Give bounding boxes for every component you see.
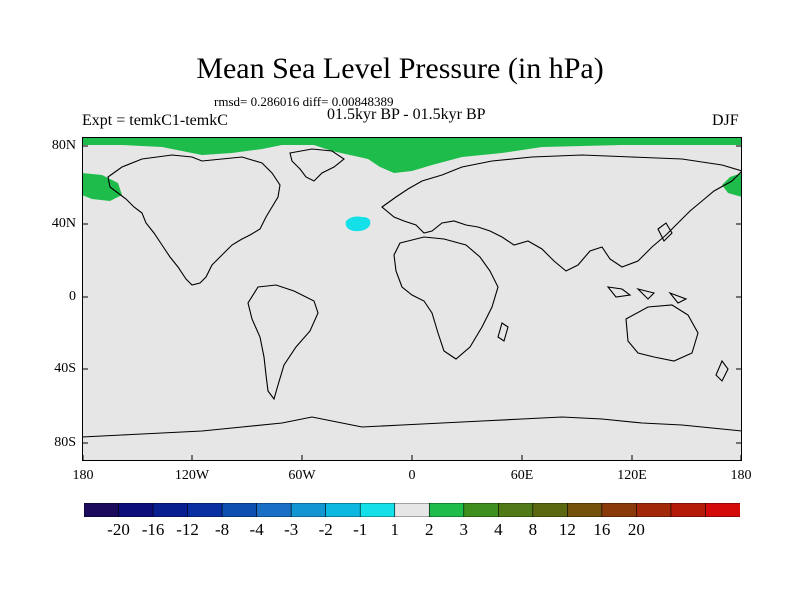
greenland-coast — [289, 148, 345, 182]
south-america-coast — [247, 284, 319, 401]
lat-label-80n: 80N — [51, 138, 76, 153]
lon-label-0: 0 — [408, 468, 416, 483]
lon-label-60e: 60E — [510, 468, 534, 483]
colorbar-label: 20 — [627, 520, 645, 539]
colorbar-label: 4 — [494, 520, 503, 539]
colorbar-label: -12 — [176, 520, 199, 539]
australia-coast — [625, 304, 699, 362]
colorbar-swatch-14 — [567, 503, 603, 517]
africa-coast — [393, 236, 499, 360]
colorbar-label: -3 — [284, 520, 299, 539]
bering-green-right — [722, 173, 742, 197]
colorbar-label: 16 — [593, 520, 611, 539]
colorbar-label: 3 — [459, 520, 469, 539]
colorbar-swatch-3 — [187, 503, 223, 517]
colorbar-swatch-10 — [428, 503, 465, 517]
colorbar-label: -1 — [353, 520, 368, 539]
colorbar-swatch-6 — [290, 503, 327, 517]
colorbar — [84, 503, 740, 517]
colorbar-swatch-15 — [601, 503, 638, 517]
colorbar-swatch-2 — [152, 503, 189, 517]
rmsd-diff-stats: rmsd= 0.286016 diff= 0.00848389 — [214, 94, 394, 109]
map-panel — [82, 137, 742, 461]
lon-label-120w: 120W — [174, 468, 210, 483]
lat-label-40n: 40N — [51, 216, 76, 231]
colorbar-swatch-9 — [394, 503, 430, 517]
experiment-label: Expt = temkC1-temkC — [82, 112, 228, 129]
lon-ticks — [82, 455, 742, 461]
colorbar-swatch-1 — [118, 503, 154, 517]
colorbar-swatch-4 — [221, 503, 258, 517]
season-label: DJF — [712, 112, 739, 129]
antarctica-coast — [82, 416, 742, 438]
colorbar-label: -2 — [318, 520, 333, 539]
eurasia-coast — [381, 154, 742, 272]
colorbar-label: 2 — [425, 520, 434, 539]
arctic-green-band — [82, 137, 742, 173]
lon-label-180-left: 180 — [72, 468, 94, 483]
lat-ticks — [82, 145, 742, 444]
colorbar-label: 8 — [528, 520, 538, 539]
lat-label-0: 0 — [69, 289, 76, 304]
map-background — [82, 137, 742, 461]
greenland-gap — [318, 149, 352, 167]
madagascar-coast — [497, 322, 509, 342]
colorbar-swatch-18 — [705, 503, 740, 517]
bering-green-left — [82, 173, 122, 201]
indonesia-islands — [606, 286, 688, 304]
colorbar-swatch-16 — [636, 503, 672, 517]
colorbar-swatch-5 — [256, 503, 292, 517]
colorbar-label: -20 — [107, 520, 130, 539]
north-america-coast — [107, 154, 281, 286]
lon-label-180-right: 180 — [730, 468, 752, 483]
new-zealand-islands — [715, 359, 729, 382]
negative-anomaly-atlantic — [345, 216, 371, 232]
lat-label-80s: 80S — [54, 435, 76, 450]
colorbar-label: 1 — [390, 520, 399, 539]
colorbar-swatch-8 — [359, 503, 396, 517]
colorbar-swatch-7 — [325, 503, 361, 517]
coastlines — [82, 148, 742, 438]
chart-title: Mean Sea Level Pressure (in hPa) — [196, 52, 604, 85]
colorbar-swatch-17 — [670, 503, 707, 517]
positive-anomaly-regions — [82, 137, 742, 201]
japan-islands — [657, 222, 673, 242]
colorbar-label: -16 — [141, 520, 165, 539]
colorbar-label: -8 — [215, 520, 230, 539]
colorbar-swatch-12 — [498, 503, 534, 517]
lon-label-120e: 120E — [617, 468, 647, 483]
colorbar-label: -4 — [249, 520, 264, 539]
period-subtitle: 01.5kyr BP - 01.5kyr BP — [327, 106, 486, 123]
colorbar-swatch-0 — [84, 503, 120, 517]
lat-label-40s: 40S — [54, 361, 76, 376]
lon-label-60w: 60W — [288, 468, 316, 483]
colorbar-label: 12 — [558, 520, 576, 539]
colorbar-swatch-13 — [532, 503, 568, 517]
colorbar-swatch-11 — [463, 503, 499, 517]
